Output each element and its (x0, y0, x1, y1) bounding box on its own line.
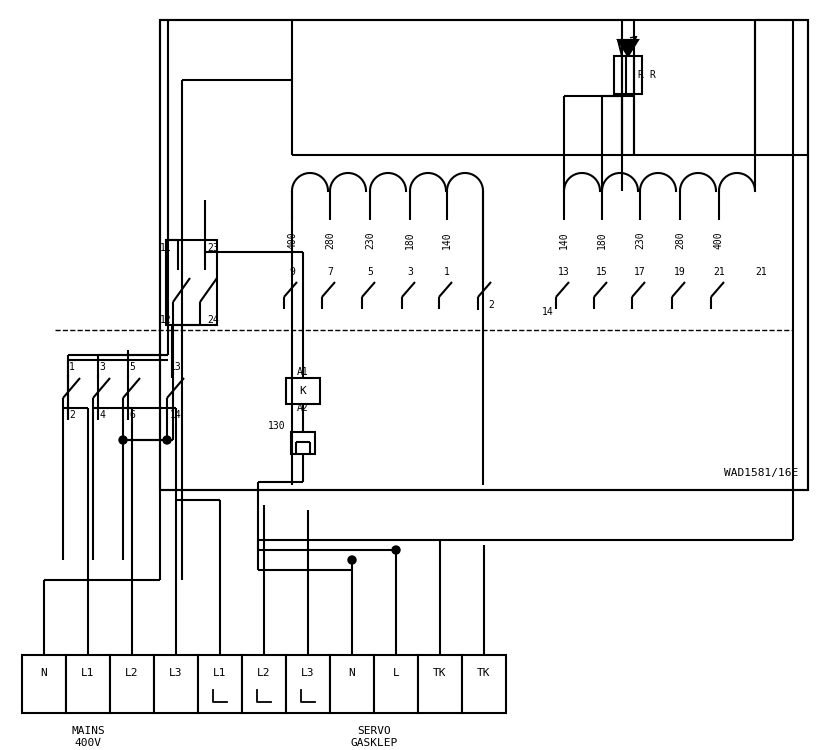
Circle shape (119, 436, 127, 444)
Text: 19: 19 (674, 267, 686, 277)
Text: SERVO: SERVO (357, 726, 391, 736)
Text: L1: L1 (213, 668, 227, 678)
Text: 180: 180 (597, 231, 607, 249)
Text: 11: 11 (160, 243, 172, 253)
Text: L2: L2 (126, 668, 139, 678)
Bar (110, 655, 154, 713)
Text: 21: 21 (755, 267, 767, 277)
Text: 5: 5 (367, 267, 373, 277)
Text: A1: A1 (297, 367, 309, 377)
Text: 15: 15 (596, 267, 608, 277)
Text: WAD1581/16E: WAD1581/16E (724, 468, 798, 478)
Text: R: R (637, 70, 643, 80)
Text: 13: 13 (558, 267, 570, 277)
Text: 3: 3 (407, 267, 413, 277)
Bar (160, 20, 808, 490)
Text: TK: TK (434, 668, 447, 678)
Text: 140: 140 (442, 231, 452, 249)
Text: L: L (392, 668, 400, 678)
Circle shape (392, 546, 400, 554)
Text: 1: 1 (69, 362, 75, 372)
Bar (154, 655, 198, 713)
Text: 230: 230 (365, 231, 375, 249)
Text: A2: A2 (297, 403, 309, 413)
Text: 2: 2 (69, 410, 75, 420)
Text: 3: 3 (99, 362, 105, 372)
Text: 24: 24 (207, 315, 219, 325)
Bar (198, 655, 242, 713)
Text: 400V: 400V (74, 738, 102, 748)
Bar (374, 655, 418, 713)
Text: GASKLEP: GASKLEP (350, 738, 397, 748)
Bar (614, 56, 630, 94)
Text: 17: 17 (634, 267, 646, 277)
Text: 400: 400 (287, 231, 297, 249)
Text: TK: TK (477, 668, 491, 678)
Text: L3: L3 (169, 668, 183, 678)
Text: 140: 140 (559, 231, 569, 249)
Text: MAINS: MAINS (71, 726, 105, 736)
Text: 7: 7 (327, 267, 333, 277)
Text: 12: 12 (160, 315, 172, 325)
Bar (166, 240, 217, 325)
Text: 180: 180 (405, 231, 415, 249)
Text: L1: L1 (81, 668, 95, 678)
Text: 14: 14 (170, 410, 182, 420)
Text: 5: 5 (129, 362, 135, 372)
Text: K: K (300, 386, 306, 396)
Text: 23: 23 (207, 243, 219, 253)
Text: 4: 4 (99, 410, 105, 420)
Bar (66, 655, 110, 713)
Bar (242, 655, 286, 713)
Text: L3: L3 (301, 668, 315, 678)
Text: 2: 2 (488, 300, 494, 310)
Text: 21: 21 (713, 267, 725, 277)
Text: L2: L2 (257, 668, 271, 678)
Bar (286, 378, 320, 404)
Text: 9: 9 (289, 267, 295, 277)
Text: N: N (40, 668, 47, 678)
Text: R: R (649, 70, 655, 80)
Text: N: N (349, 668, 355, 678)
Text: 280: 280 (325, 231, 335, 249)
Text: 280: 280 (675, 231, 685, 249)
Text: 14: 14 (542, 307, 554, 317)
Bar (626, 56, 642, 94)
Bar (22, 655, 66, 713)
Polygon shape (618, 40, 638, 56)
Circle shape (348, 556, 356, 564)
Bar (330, 655, 374, 713)
Text: 1: 1 (444, 267, 450, 277)
Bar (291, 432, 315, 454)
Text: 13: 13 (170, 362, 182, 372)
Text: 6: 6 (129, 410, 135, 420)
Circle shape (163, 436, 171, 444)
Bar (462, 655, 506, 713)
Text: 230: 230 (635, 231, 645, 249)
Bar (418, 655, 462, 713)
Text: 130: 130 (268, 421, 285, 431)
Text: 400: 400 (714, 231, 724, 249)
Bar (286, 655, 330, 713)
